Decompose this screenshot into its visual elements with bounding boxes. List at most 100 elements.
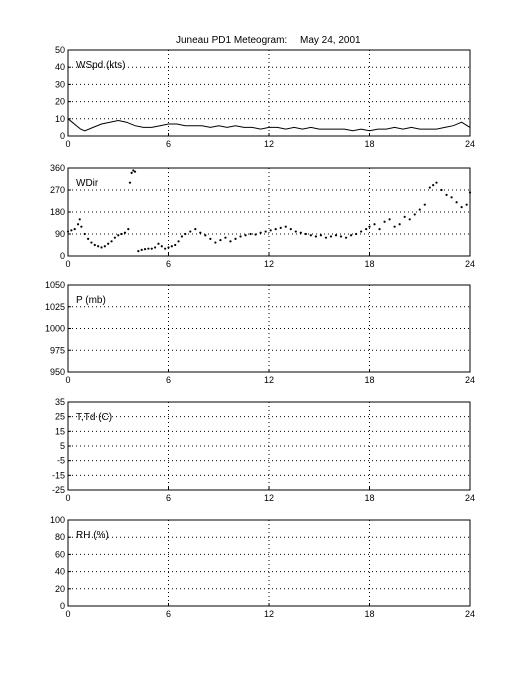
y-tick-label: 40 [55,62,65,72]
data-point [127,228,130,231]
data-point [423,203,426,206]
data-point [204,234,207,237]
y-tick-label: 80 [55,532,65,542]
data-point [164,247,167,250]
y-tick-label: 15 [55,426,65,436]
data-point [373,223,376,226]
data-point [160,245,163,248]
data-point [279,226,282,229]
data-point [294,230,297,233]
data-point [450,196,453,199]
data-point [324,236,328,239]
data-point [194,228,197,231]
data-point [117,234,120,237]
y-tick-label: 1050 [45,280,65,290]
data-point [418,208,421,211]
data-point [455,201,458,204]
data-point [378,228,381,231]
x-tick-label: 18 [364,609,374,619]
data-point [460,206,463,209]
data-point [403,215,406,218]
data-point [349,234,353,237]
panel-label: WDir [76,178,99,189]
data-point [90,241,93,244]
data-point [83,232,86,236]
panel-4: 0 6 12 18 24 -25 -15 -5 5 15 25 35 T,Td (C) [52,397,475,503]
data-point [244,234,247,237]
data-point [224,236,227,239]
data-point [440,188,443,192]
data-point [432,184,435,187]
data-point [167,246,170,249]
x-tick-label: 6 [166,139,171,149]
y-tick-label: 25 [55,412,65,422]
data-point [254,233,257,236]
x-tick-label: 24 [465,375,475,385]
x-tick-label: 6 [166,609,171,619]
data-point [110,240,113,243]
data-point [78,218,81,221]
x-tick-label: 0 [65,375,70,385]
x-tick-label: 6 [166,375,171,385]
data-point [73,228,76,231]
data-point [413,213,416,216]
data-point [103,245,106,248]
chart-title-station: Juneau PD1 Meteogram: [176,35,287,46]
data-point [189,230,192,233]
x-tick-label: 0 [65,493,70,503]
data-point [157,242,160,245]
x-tick-label: 18 [364,139,374,149]
data-point [130,171,133,174]
data-point [93,243,96,247]
data-point [199,231,202,234]
data-point [128,181,132,184]
data-point [304,232,307,236]
y-tick-label: -25 [52,485,65,495]
data-point [132,169,135,172]
y-tick-label: 40 [55,567,65,577]
x-tick-label: 24 [465,493,475,503]
data-point [249,232,252,236]
data-point [180,235,183,238]
data-point [184,232,187,236]
data-point [177,240,180,243]
x-tick-label: 24 [465,139,475,149]
data-point [100,246,103,249]
data-point [445,193,448,196]
data-point [269,229,272,232]
panel-label: RH (%) [76,530,109,541]
panel-label: WSpd (kts) [76,60,125,71]
y-tick-label: 270 [50,185,65,195]
x-tick-label: 12 [264,375,274,385]
data-point [264,230,267,233]
data-point [140,248,143,251]
data-point [309,234,312,237]
data-point [408,218,411,221]
data-point [113,236,116,239]
data-point [229,240,232,243]
data-point [319,234,323,237]
x-tick-label: 24 [465,259,475,269]
data-point [388,218,391,221]
data-point [150,247,153,250]
x-tick-label: 12 [264,259,274,269]
x-tick-label: 0 [65,609,70,619]
data-point [329,235,333,238]
x-tick-label: 0 [65,139,70,149]
x-tick-label: 18 [364,259,374,269]
data-point [344,236,348,239]
x-tick-label: 12 [264,493,274,503]
panel-label: T,Td (C) [76,412,112,423]
data-point [239,235,242,238]
x-tick-label: 18 [364,493,374,503]
y-tick-label: 60 [55,549,65,559]
data-point [435,181,438,184]
panel-1: 0 6 12 18 24 0 10 20 30 40 50 WSpd (kts) [55,45,475,149]
data-point [314,235,317,238]
y-tick-label: 975 [50,345,65,355]
y-tick-label: 20 [55,97,65,107]
data-point [355,232,358,236]
data-point [339,235,343,238]
